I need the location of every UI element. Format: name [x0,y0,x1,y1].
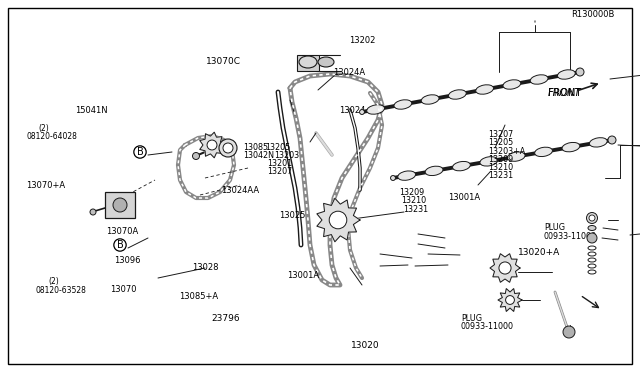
Circle shape [193,153,200,160]
Text: 13231: 13231 [403,205,428,214]
Text: 13202: 13202 [349,36,375,45]
Circle shape [589,215,595,221]
Text: B: B [136,147,143,157]
Circle shape [587,233,597,243]
Ellipse shape [534,147,552,157]
Text: 23796: 23796 [211,314,240,323]
Text: B: B [116,240,124,250]
Circle shape [586,212,598,224]
Text: 13020+A: 13020+A [518,248,561,257]
Ellipse shape [562,142,580,152]
Ellipse shape [398,171,415,180]
Circle shape [499,262,511,274]
Text: 13207: 13207 [488,130,513,139]
Text: 13210: 13210 [401,196,426,205]
Text: 13024A: 13024A [333,68,365,77]
Text: 13070: 13070 [110,285,136,294]
Text: 13070A: 13070A [106,227,138,236]
Circle shape [506,296,515,304]
Circle shape [563,326,575,338]
Ellipse shape [421,95,439,104]
Ellipse shape [367,105,385,114]
Circle shape [360,109,364,115]
Text: 15041N: 15041N [76,106,108,115]
Circle shape [90,209,96,215]
Text: 13203: 13203 [274,151,299,160]
Text: 13210: 13210 [488,163,513,172]
Ellipse shape [449,90,467,99]
Text: FRONT: FRONT [548,88,581,98]
Ellipse shape [299,56,317,68]
Text: 13085: 13085 [243,143,268,152]
Ellipse shape [318,57,334,67]
Bar [297,55,319,71]
Ellipse shape [452,161,470,171]
Polygon shape [200,132,225,158]
Circle shape [113,198,127,212]
Text: 13070C: 13070C [206,57,241,66]
Ellipse shape [508,152,525,161]
Text: 13231: 13231 [488,171,513,180]
Circle shape [329,211,347,229]
Circle shape [576,68,584,76]
Text: 13001A: 13001A [287,271,319,280]
Bar [105,192,135,218]
Text: 13020: 13020 [351,341,379,350]
Text: 13001A: 13001A [448,193,480,202]
Text: 13070+A: 13070+A [26,182,65,190]
Text: 13028: 13028 [192,263,218,272]
Text: 13042N: 13042N [243,151,274,160]
Circle shape [219,139,237,157]
Text: 00933-11000: 00933-11000 [461,322,514,331]
Text: 08120-63528: 08120-63528 [35,286,86,295]
Ellipse shape [476,85,493,94]
Ellipse shape [394,100,412,109]
Text: 13205: 13205 [488,138,513,147]
Ellipse shape [480,157,498,166]
Polygon shape [317,198,360,242]
Text: 00933-11000: 00933-11000 [544,232,597,241]
Circle shape [207,140,217,150]
Ellipse shape [503,80,521,89]
Text: 13207: 13207 [268,167,292,176]
Polygon shape [498,289,522,311]
Circle shape [577,70,582,74]
Ellipse shape [425,166,443,176]
Text: 08120-64028: 08120-64028 [27,132,77,141]
Circle shape [223,143,233,153]
Text: 13201: 13201 [268,159,292,168]
Text: 13024AA: 13024AA [221,186,259,195]
Circle shape [608,136,616,144]
Text: R130000B: R130000B [571,10,614,19]
Ellipse shape [589,138,607,147]
Polygon shape [490,254,520,282]
Text: 13203+A: 13203+A [488,147,525,155]
Text: (2): (2) [48,278,59,286]
Ellipse shape [557,70,575,79]
Ellipse shape [588,225,596,231]
Text: PLUG: PLUG [461,314,482,323]
Text: 13024: 13024 [339,106,365,115]
Text: 13205: 13205 [266,143,291,152]
Text: PLUG: PLUG [544,223,565,232]
Text: 13085+A: 13085+A [179,292,218,301]
Text: 13025: 13025 [280,211,306,219]
Text: 13209: 13209 [488,155,513,164]
Circle shape [609,138,614,142]
Text: 13209: 13209 [399,188,424,197]
Ellipse shape [530,75,548,84]
Text: 13096: 13096 [114,256,140,265]
Text: (2): (2) [38,124,49,133]
Text: FRONT: FRONT [548,88,581,98]
Circle shape [390,176,396,180]
